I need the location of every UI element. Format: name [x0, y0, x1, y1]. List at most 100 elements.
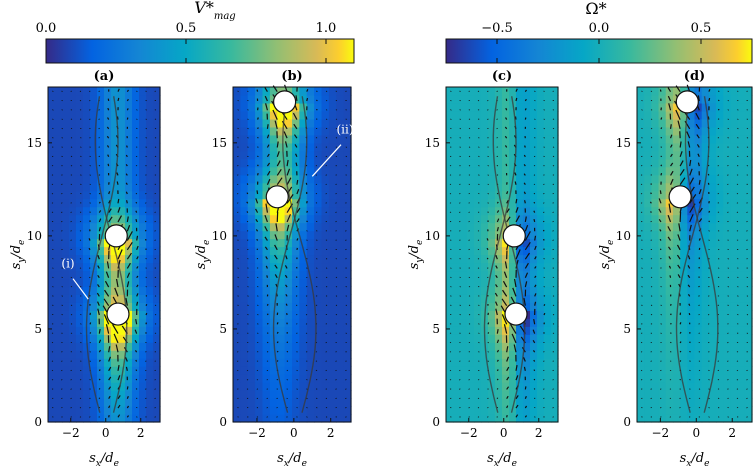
field-cell [460, 254, 468, 264]
field-cell [687, 374, 696, 383]
field-cell [292, 126, 300, 136]
field-cell [306, 350, 315, 359]
y-tick-label: 15 [425, 136, 440, 150]
vector-arrow [667, 87, 672, 92]
field-cell [637, 286, 645, 295]
field-cell [139, 294, 147, 303]
vector-arrow [708, 220, 711, 223]
field-cell [544, 214, 552, 224]
field-cell [467, 190, 475, 200]
vector-arrow [105, 324, 110, 334]
field-cell [62, 158, 70, 168]
field-cell [314, 87, 323, 96]
field-cell [262, 134, 271, 144]
vector-arrow [126, 216, 129, 223]
field-cell [262, 254, 271, 264]
field-cell [446, 382, 454, 391]
field-cell [104, 134, 112, 144]
field-cell [255, 94, 264, 104]
field-cell [730, 246, 739, 256]
vector-arrow [255, 219, 259, 223]
field-cell [467, 118, 475, 128]
vector-arrow [532, 339, 536, 344]
field-cell [488, 190, 496, 200]
field-cell [488, 198, 496, 208]
field-cell [551, 222, 559, 232]
field-cell [306, 238, 315, 248]
field-cell [292, 326, 300, 335]
field-cell [336, 294, 345, 303]
field-cell [502, 158, 510, 168]
field-cell [701, 334, 710, 343]
field-cell [132, 302, 140, 311]
field-cell [488, 166, 496, 176]
field-cell [737, 150, 746, 160]
x-tick-label: 2 [535, 426, 543, 440]
field-cell [651, 198, 660, 208]
field-cell [306, 262, 315, 272]
field-cell [687, 142, 696, 152]
field-cell [55, 214, 63, 224]
field-cell [687, 406, 696, 415]
field-cell [321, 270, 330, 280]
field-cell [146, 342, 154, 351]
field-cell [502, 294, 510, 303]
field-cell [495, 134, 503, 144]
field-cell [658, 142, 667, 152]
field-cell [343, 350, 352, 359]
field-cell [453, 118, 461, 128]
field-cell [83, 246, 91, 256]
vector-arrow [505, 107, 508, 111]
field-cell [269, 87, 278, 96]
vector-arrow [523, 173, 526, 176]
field-cell [467, 342, 475, 351]
field-cell [730, 134, 739, 144]
field-cell [481, 238, 489, 248]
vector-arrow [667, 246, 672, 251]
field-cell [481, 350, 489, 359]
field-cell [233, 414, 241, 423]
field-cell [277, 254, 286, 264]
vector-arrow [514, 172, 517, 176]
field-cell [708, 198, 717, 208]
field-cell [153, 270, 161, 280]
field-cell [460, 278, 468, 288]
field-cell [55, 342, 63, 351]
field-cell [708, 414, 717, 423]
field-cell [446, 87, 454, 96]
field-cell [701, 142, 710, 152]
field-cell [55, 398, 63, 407]
field-cell [516, 94, 524, 104]
field-cell [446, 390, 454, 399]
field-cell [90, 358, 98, 367]
field-cell [530, 166, 538, 176]
vector-arrow [523, 182, 526, 186]
field-cell [474, 302, 482, 311]
field-cell [343, 374, 352, 383]
field-cell [55, 174, 63, 184]
field-cell [537, 414, 545, 423]
field-cell [737, 118, 746, 128]
field-cell [90, 310, 98, 319]
field-cell [118, 150, 126, 160]
field-cell [62, 262, 70, 272]
field-cell [343, 342, 352, 351]
field-cell [76, 270, 84, 280]
vector-arrow [108, 366, 112, 372]
field-cell [69, 310, 77, 319]
field-cell [495, 126, 503, 136]
field-cell [255, 182, 264, 192]
field-cell [716, 182, 724, 192]
field-cell [146, 238, 154, 248]
field-cell [446, 246, 454, 256]
field-cell [708, 134, 717, 144]
field-cell [544, 294, 552, 303]
field-cell [269, 102, 278, 112]
field-cell [233, 102, 241, 112]
field-cell [97, 262, 105, 272]
field-cell [481, 150, 489, 160]
field-cell [104, 382, 112, 391]
vector-arrow [679, 151, 683, 157]
field-cell [262, 270, 271, 280]
field-cell [723, 302, 732, 311]
